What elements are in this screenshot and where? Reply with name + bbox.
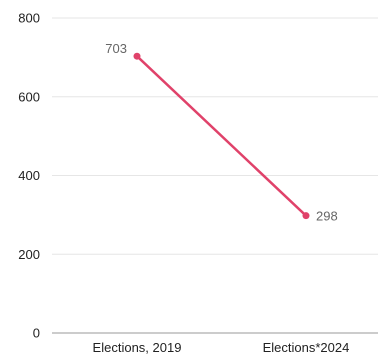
y-tick-label: 400 <box>18 168 40 183</box>
data-point <box>302 212 310 220</box>
gridlines <box>52 17 378 334</box>
x-tick-label: Elections*2024 <box>263 340 350 355</box>
y-tick-label: 0 <box>33 326 40 341</box>
x-axis: Elections, 2019 Elections*2024 <box>93 340 350 355</box>
series-line <box>135 54 308 217</box>
y-tick-label: 600 <box>18 89 40 104</box>
y-tick-label: 200 <box>18 247 40 262</box>
series-group <box>133 52 310 220</box>
data-point <box>133 52 141 60</box>
data-labels: 703 298 <box>105 41 337 223</box>
data-label: 298 <box>316 209 338 224</box>
y-axis: 0 200 400 600 800 <box>18 11 40 341</box>
y-tick-label: 800 <box>18 11 40 26</box>
x-tick-label: Elections, 2019 <box>93 340 182 355</box>
data-label: 703 <box>105 41 127 56</box>
